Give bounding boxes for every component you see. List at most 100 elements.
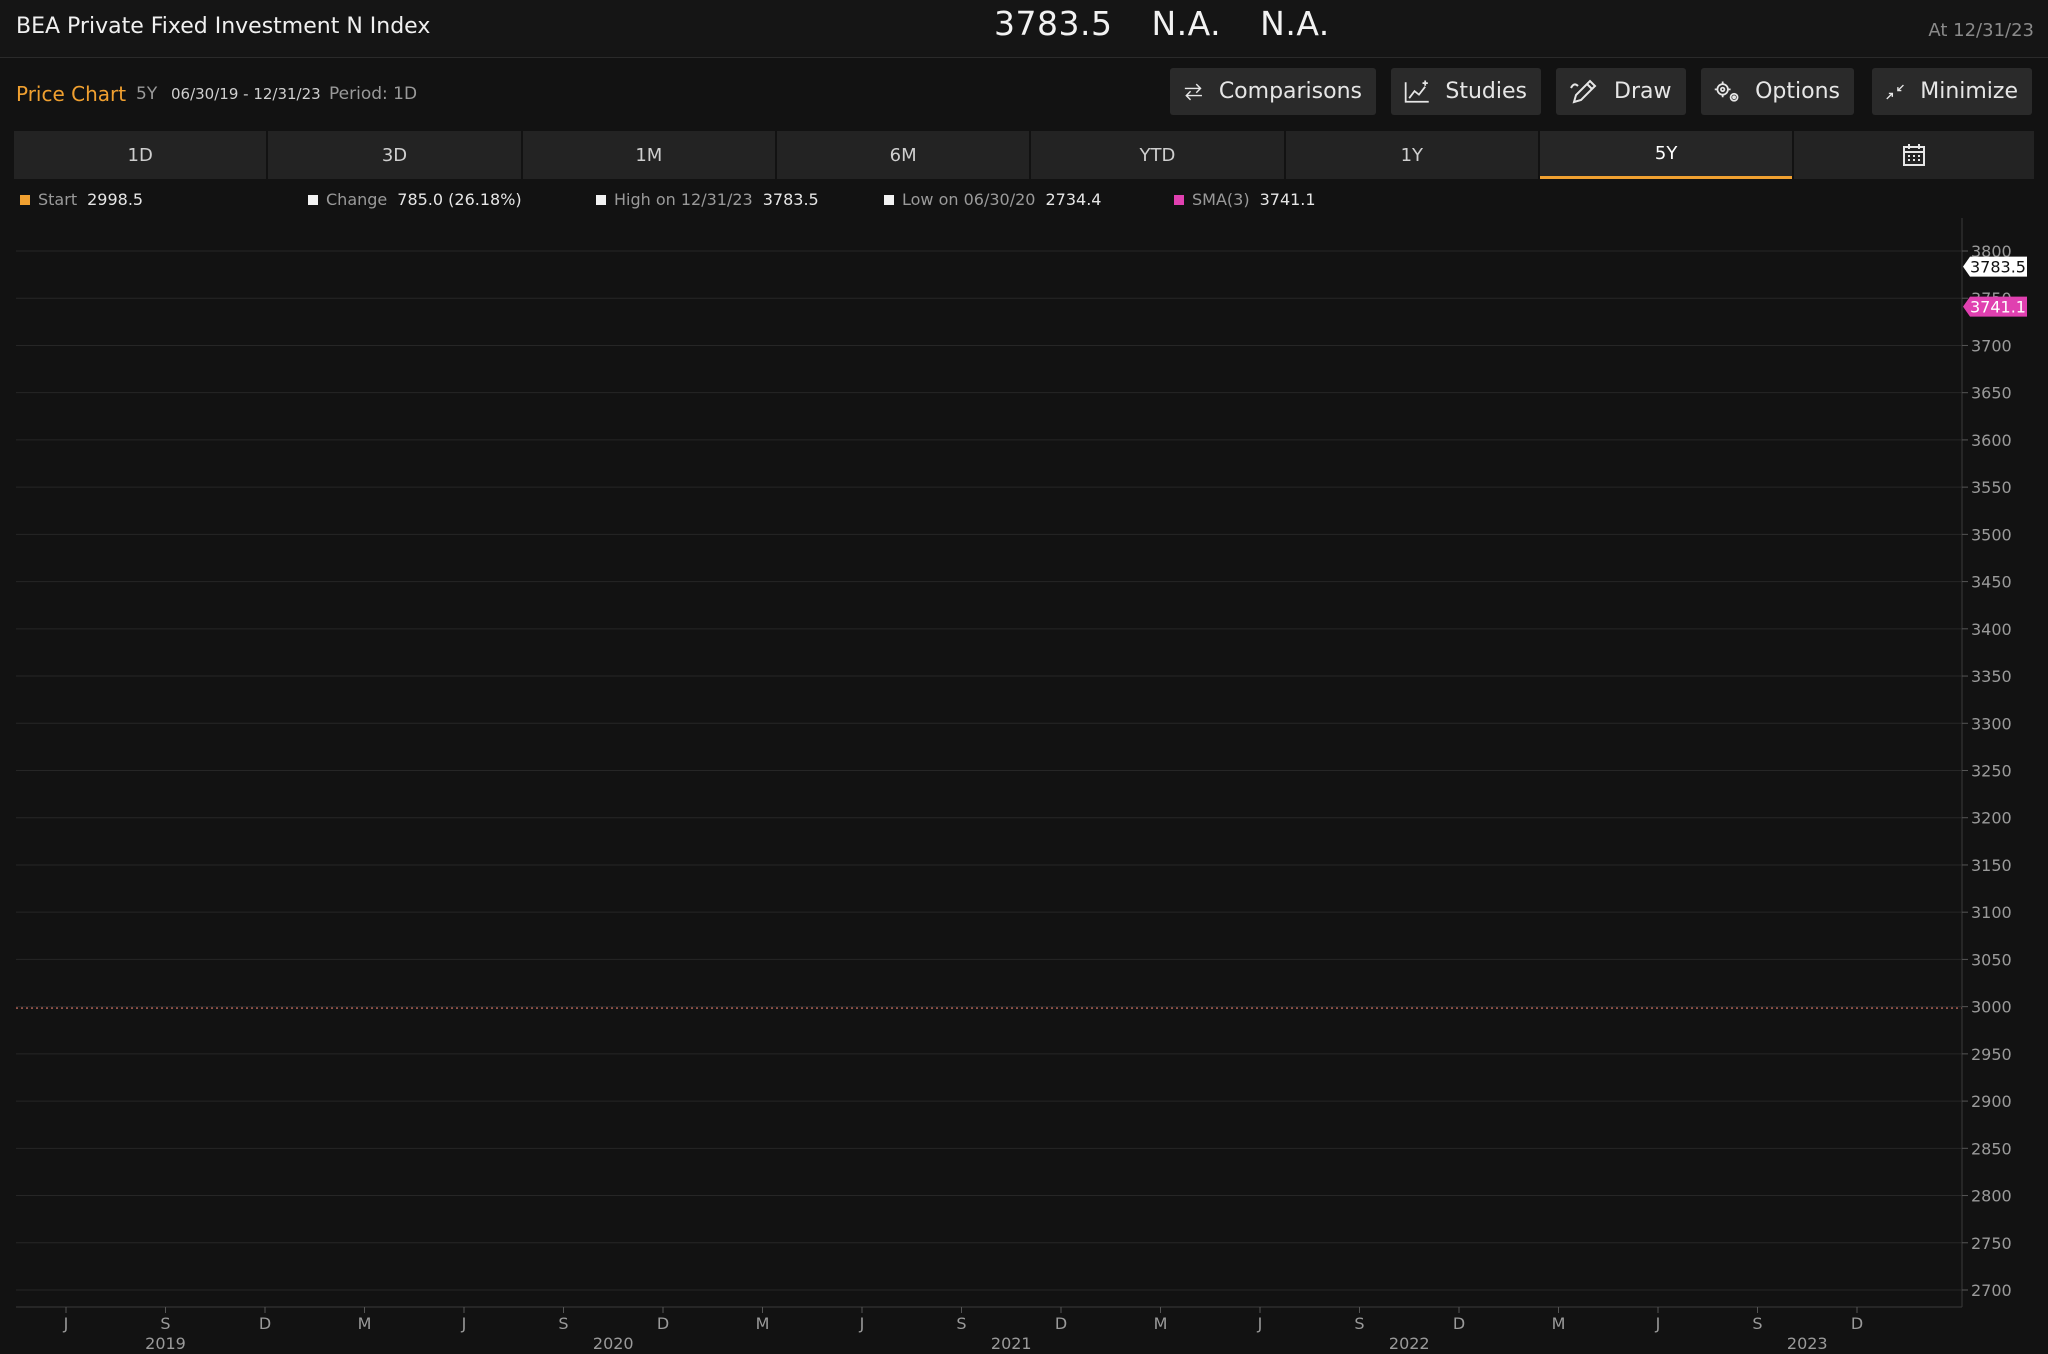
y-tick-label: 2700 xyxy=(1971,1281,2012,1300)
x-axis: J S D M J S D M J S D M J S D M J S D 2019 2020 2021 2022 2023 xyxy=(16,1306,1962,1353)
low-label: Low on 06/30/20 xyxy=(902,190,1036,209)
x-tick-label: S xyxy=(160,1314,170,1333)
y-tick-label: 3800 xyxy=(1971,242,2012,261)
sma-tag-box xyxy=(1963,296,2027,317)
top-bar: BEA Private Fixed Investment N Index 378… xyxy=(0,0,2048,58)
tab-3d[interactable]: 3D xyxy=(268,131,521,179)
y-tick-label: 3550 xyxy=(1971,478,2012,497)
line-chart-plus-icon xyxy=(1404,79,1429,103)
x-tick-label: M xyxy=(358,1314,372,1333)
price-tag-label: 3783.5 xyxy=(1970,258,2026,277)
y-tick-label: 2750 xyxy=(1971,1234,2012,1253)
draw-button[interactable]: Draw xyxy=(1556,68,1686,115)
tab-5y[interactable]: 5Y xyxy=(1539,131,1793,179)
y-tick-label: 2950 xyxy=(1971,1045,2012,1064)
date-range: 06/30/19 - 12/31/23 xyxy=(171,85,321,103)
studies-button[interactable]: Studies xyxy=(1391,68,1541,115)
year-label: 2021 xyxy=(991,1334,1032,1353)
y-tick-label: 3450 xyxy=(1971,573,2012,592)
pencil-icon xyxy=(1570,79,1597,103)
start-label: Start xyxy=(38,190,78,209)
x-tick-label: D xyxy=(1453,1314,1465,1333)
calendar-icon xyxy=(1903,144,1926,166)
index-title: BEA Private Fixed Investment N Index xyxy=(16,14,431,39)
x-tick-label: D xyxy=(1851,1314,1863,1333)
start-value: 2998.5 xyxy=(87,190,144,209)
high-label: High on 12/31/23 xyxy=(614,190,753,209)
sma-tag-label: 3741.1 xyxy=(1970,298,2026,317)
y-tick-label: 3000 xyxy=(1971,998,2012,1017)
last-price: 3783.5 xyxy=(994,4,1113,43)
y-tick-label: 3200 xyxy=(1971,809,2012,828)
y-tick-label: 3500 xyxy=(1971,525,2012,544)
legend-start: Start 2998.5 xyxy=(20,190,143,209)
period-tabs: 1D 3D 1M 6M YTD 1Y 5Y xyxy=(14,131,2034,179)
y-tick-label: 3050 xyxy=(1971,950,2012,969)
comparisons-button[interactable]: Comparisons xyxy=(1170,68,1376,115)
y-tick-label: 3250 xyxy=(1971,762,2012,781)
last-value-tags: 3783.5 3741.1 xyxy=(1963,256,2027,317)
low-swatch xyxy=(884,194,894,205)
sma-swatch xyxy=(1174,194,1184,205)
x-tick-label: D xyxy=(657,1314,669,1333)
options-label: Options xyxy=(1755,79,1840,104)
price-chart-label: Price Chart xyxy=(16,82,127,106)
change-value: 785.0 (26.18%) xyxy=(397,190,522,209)
x-tick-label: J xyxy=(63,1314,69,1333)
minimize-arrows-icon xyxy=(1886,84,1904,99)
y-tick-label: 3350 xyxy=(1971,667,2012,686)
period-label: Period: 1D xyxy=(329,84,418,104)
y-tick-label: 3150 xyxy=(1971,856,2012,875)
range-label: 5Y xyxy=(136,84,158,104)
year-label: 2023 xyxy=(1787,1334,1828,1353)
studies-label: Studies xyxy=(1445,79,1527,104)
gears-icon xyxy=(1714,80,1739,102)
x-tick-label: S xyxy=(1354,1314,1364,1333)
x-tick-label: J xyxy=(461,1314,467,1333)
tab-1m[interactable]: 1M xyxy=(522,131,775,179)
x-tick-label: M xyxy=(1552,1314,1566,1333)
calendar-button[interactable] xyxy=(1794,131,2034,179)
tab-6m[interactable]: 6M xyxy=(776,131,1030,179)
x-tick-label: J xyxy=(1257,1314,1263,1333)
tab-1y[interactable]: 1Y xyxy=(1285,131,1538,179)
price-chart[interactable]: 2700 2750 2800 2850 2900 2950 3000 3050 3100 3150… xyxy=(0,214,2048,1354)
x-tick-label: S xyxy=(956,1314,966,1333)
change-swatch xyxy=(308,194,318,205)
legend-low: Low on 06/30/20 2734.4 xyxy=(884,190,1101,209)
high-value: 3783.5 xyxy=(762,190,819,209)
y-tick-label: 3300 xyxy=(1971,714,2012,733)
x-tick-label: M xyxy=(756,1314,770,1333)
x-tick-label: S xyxy=(558,1314,568,1333)
x-tick-label: D xyxy=(259,1314,271,1333)
y-tick-label: 3700 xyxy=(1971,336,2012,355)
start-swatch xyxy=(20,194,30,205)
y-tick-label: 2900 xyxy=(1971,1092,2012,1111)
options-button[interactable]: Options xyxy=(1701,68,1854,115)
minimize-button[interactable]: Minimize xyxy=(1872,68,2032,115)
tab-1d[interactable]: 1D xyxy=(14,131,267,179)
grid-lines xyxy=(16,250,1962,1291)
legend-sma: SMA(3) 3741.1 xyxy=(1174,190,1316,209)
as-of-date: At 12/31/23 xyxy=(1928,20,2034,41)
swap-arrows-icon xyxy=(1184,83,1202,100)
y-tick-label: 3400 xyxy=(1971,620,2012,639)
chart-legend: Start 2998.5 Change 785.0 (26.18%) High … xyxy=(0,186,2048,214)
y-axis: 2700 2750 2800 2850 2900 2950 3000 3050 3100 3150… xyxy=(1961,218,2012,1307)
legend-change: Change 785.0 (26.18%) xyxy=(308,190,522,209)
y-tick-label: 3100 xyxy=(1971,903,2012,922)
x-tick-label: D xyxy=(1055,1314,1067,1333)
chart-toolbar: Price Chart 5Y 06/30/19 - 12/31/23 Perio… xyxy=(0,58,2048,128)
legend-high: High on 12/31/23 3783.5 xyxy=(596,190,819,209)
minimize-label: Minimize xyxy=(1920,79,2018,104)
x-tick-label: M xyxy=(1154,1314,1168,1333)
tab-ytd[interactable]: YTD xyxy=(1031,131,1284,179)
comparisons-label: Comparisons xyxy=(1218,79,1362,104)
year-label: 2022 xyxy=(1389,1334,1430,1353)
change-label: Change xyxy=(326,190,388,209)
x-tick-label: S xyxy=(1752,1314,1762,1333)
y-tick-label: 2800 xyxy=(1971,1187,2012,1206)
year-label: 2019 xyxy=(145,1334,186,1353)
quote-summary: 3783.5 N.A. N.A. xyxy=(994,4,1358,43)
y-tick-label: 3650 xyxy=(1971,384,2012,403)
